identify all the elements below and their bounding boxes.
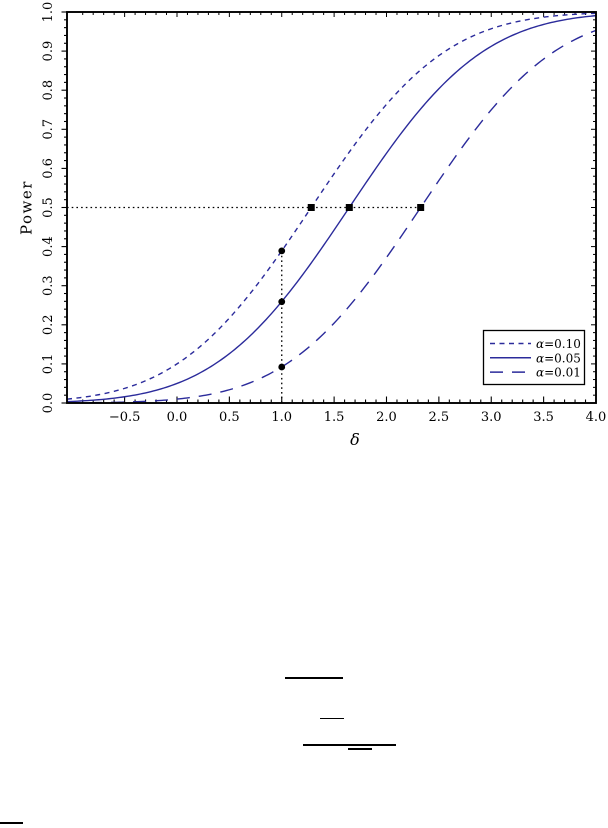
square-marker — [417, 204, 425, 211]
circle-marker — [278, 363, 286, 371]
formula-rule — [320, 717, 344, 719]
power-curve-alpha-0.05 — [66, 14, 597, 403]
formula-rule — [348, 748, 372, 751]
x-axis-tick-label: 0.5 — [219, 410, 240, 425]
y-axis-title: Power — [17, 180, 36, 235]
y-axis-tick-label: 0.6 — [41, 158, 56, 179]
x-axis-tick-label: 2.0 — [376, 410, 397, 425]
formula-rule — [285, 677, 343, 680]
x-axis-tick-label: 2.5 — [429, 410, 450, 425]
y-axis-tick-label: 0.9 — [41, 41, 56, 62]
x-axis-tick-label: 3.0 — [481, 410, 502, 425]
x-axis-tick-label: 1.5 — [324, 410, 345, 425]
y-axis-tick-label: 1.0 — [41, 2, 56, 23]
x-axis-tick-label: 1.0 — [271, 410, 292, 425]
legend-box: α=0.10α=0.05α=0.01 — [482, 329, 586, 386]
formula-rule — [303, 744, 396, 747]
y-axis-tick-label: 0.5 — [41, 197, 56, 218]
plot-box — [66, 11, 597, 404]
x-axis-tick-label: −0.5 — [109, 410, 141, 425]
y-axis-tick-label: 0.4 — [41, 236, 56, 257]
x-axis-tick-label: 0.0 — [167, 410, 188, 425]
y-axis-tick-label: 0.3 — [41, 275, 56, 296]
y-axis-tick-label: 0.0 — [41, 393, 56, 414]
power-curve-alpha-0.10 — [66, 12, 597, 400]
x-axis-tick-label: 3.5 — [533, 410, 554, 425]
y-axis-tick-label: 0.8 — [41, 80, 56, 101]
legend-label-alpha-0.05: α=0.05 — [536, 351, 581, 365]
legend-label-alpha-0.01: α=0.01 — [536, 366, 581, 380]
legend-label-alpha-0.10: α=0.10 — [536, 337, 581, 351]
y-axis-tick-label: 0.1 — [41, 354, 56, 375]
square-marker — [307, 204, 315, 211]
y-axis-tick-label: 0.2 — [41, 314, 56, 335]
x-axis-title: δ — [350, 430, 360, 449]
circle-marker — [278, 298, 286, 306]
x-axis-tick-label: 4.0 — [586, 410, 607, 425]
square-marker — [345, 204, 353, 211]
power-curve-alpha-0.01 — [66, 29, 597, 404]
power-chart: −0.5 0.0 0.5 1.0 1.5 2.0 2.5 3.0 3.5 4.0 0.0 0.1 0.2… — [41, 2, 607, 425]
y-axis-tick-label: 0.7 — [41, 119, 56, 140]
circle-marker — [278, 247, 286, 255]
formula-rule — [0, 821, 23, 825]
